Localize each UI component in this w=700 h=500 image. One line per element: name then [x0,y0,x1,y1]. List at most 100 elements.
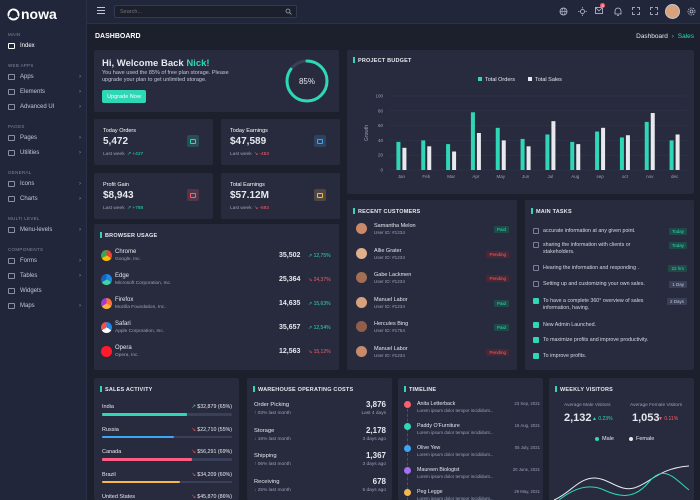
timeline-name: Maureen Biologist [417,467,460,473]
sales-value-text: $56,291 (69%) [197,449,232,455]
chrome-icon [101,250,112,261]
task-checkbox[interactable] [533,228,539,234]
bar-total-orders[interactable] [545,134,550,170]
brand-logo[interactable]: nowa [7,6,57,22]
bar-total-orders[interactable] [644,121,649,170]
sidebar-item-widgets[interactable]: Widgets [8,288,81,294]
bar-total-orders[interactable] [470,112,475,170]
sidebar-item-icon [8,258,15,264]
apps-grid-icon[interactable] [650,7,658,15]
bar-total-orders[interactable] [446,144,451,170]
sidebar-item-charts[interactable]: Charts › [8,196,81,202]
browser-company: Google, Inc. [115,257,141,262]
bar-total-sales[interactable] [625,135,630,170]
customer-row[interactable]: Manuel Labor User ID: #1234 Paid [347,296,517,316]
stat-change: ↘ -693 [254,206,269,211]
customer-status-badge: Paid [493,226,509,233]
user-avatar[interactable] [665,4,680,19]
bell-icon[interactable] [614,7,622,16]
x-tick-label: Mar [447,174,455,179]
female-change-text: 0.11% [664,416,679,422]
upgrade-now-button[interactable]: Upgrade Now [102,90,146,103]
stat-icon-glyph [190,192,196,198]
bar-total-sales[interactable] [601,127,606,170]
bar-total-sales[interactable] [501,140,506,170]
theme-sun-icon[interactable] [578,7,587,16]
timeline-name: Paddy O'Furniture [417,423,460,429]
globe-icon[interactable] [559,7,568,16]
sales-value: ↘ $22,710 (55%) [191,427,232,433]
task-checkbox[interactable] [533,353,539,359]
sidebar-item-index[interactable]: Index [8,43,81,49]
timeline-date: 23 Sep, 2021 [514,401,540,406]
customer-id: User ID: #1234 [374,230,405,235]
bar-total-orders[interactable] [396,141,401,170]
menu-toggle-icon[interactable] [97,7,105,14]
bar-total-sales[interactable] [576,144,581,170]
browser-name: Chrome [115,249,137,255]
notifications-button[interactable]: 4 [595,3,606,16]
bar-total-sales[interactable] [650,113,655,170]
bar-total-orders[interactable] [520,138,525,170]
bar-total-orders[interactable] [619,137,624,170]
sidebar-item-icons[interactable]: Icons › [8,181,81,187]
timeline-text: Lorem ipsum dolor tempor incididunt... [417,474,494,479]
task-checkbox[interactable] [533,298,539,304]
bar-total-orders[interactable] [421,140,426,170]
sidebar-item-forms[interactable]: Forms › [8,258,81,264]
bar-total-sales[interactable] [452,151,457,171]
customer-row[interactable]: Allie Grater User ID: #1234 Pending [347,247,517,267]
bar-total-sales[interactable] [551,121,556,170]
sidebar-item-apps[interactable]: Apps › [8,74,81,80]
task-checkbox[interactable] [533,337,539,343]
browser-change: ↘ 15,12% [308,349,331,355]
dollar-icon[interactable] [314,135,326,147]
sidebar-item-elements[interactable]: Elements › [8,89,81,95]
bar-total-orders[interactable] [570,141,575,170]
customer-row[interactable]: Gabe Lackmen User ID: #1234 Pending [347,271,517,291]
bar-total-sales[interactable] [402,147,407,170]
sidebar-item-pages[interactable]: Pages › [8,135,81,141]
task-checkbox[interactable] [533,322,539,328]
sales-value-text: $22,710 (55%) [197,426,232,433]
fullscreen-icon[interactable] [632,7,640,15]
sales-progress-fill [102,413,187,416]
task-checkbox[interactable] [533,265,539,271]
x-tick-label: nov [646,174,654,179]
bar-total-orders[interactable] [669,140,674,170]
task-text: New Admin Launched. [543,322,597,328]
customer-row[interactable]: Samantha Melon User ID: #1234 Paid [347,222,517,242]
sidebar-item-maps[interactable]: Maps › [8,303,81,309]
bar-total-sales[interactable] [476,133,481,170]
sidebar-item-utilities[interactable]: Utilities › [8,150,81,156]
timeline-name: Peg Legge [417,489,443,495]
customer-row[interactable]: Hercules Bing User ID: #1754 Paid [347,320,517,340]
sales-country: India [102,404,114,410]
bar-total-orders[interactable] [595,131,600,170]
customer-row[interactable]: Manuel Labor User ID: #1234 Pending [347,345,517,365]
timeline-date: 05 July, 2021 [514,445,540,450]
bar-total-sales[interactable] [526,146,531,170]
sidebar-section-label: MAIN [8,32,21,37]
cart-icon[interactable] [187,135,199,147]
bar-total-sales[interactable] [427,146,432,170]
search-input[interactable] [115,6,275,17]
page-title: DASHBOARD [95,33,141,40]
sidebar-item-menu-levels[interactable]: Menu-levels › [8,227,81,233]
sidebar-item-tables[interactable]: Tables › [8,273,81,279]
breadcrumb-home[interactable]: Dashboard [636,33,668,40]
share-icon[interactable] [187,189,199,201]
task-due-badge: 2 Days [666,298,687,305]
browser-value: 35,657 [279,324,301,331]
task-checkbox[interactable] [533,281,539,287]
chevron-right-icon: › [79,227,81,233]
sidebar-section-label: WEB APPS [8,63,34,68]
sidebar-item-advanced-ui[interactable]: Advanced UI › [8,104,81,110]
mail-icon [595,7,603,14]
wallet-icon[interactable] [314,189,326,201]
search-icon[interactable] [285,8,292,15]
bar-total-orders[interactable] [495,127,500,170]
bar-total-sales[interactable] [675,134,680,170]
settings-gear-icon[interactable] [687,7,696,16]
task-checkbox[interactable] [533,242,539,248]
